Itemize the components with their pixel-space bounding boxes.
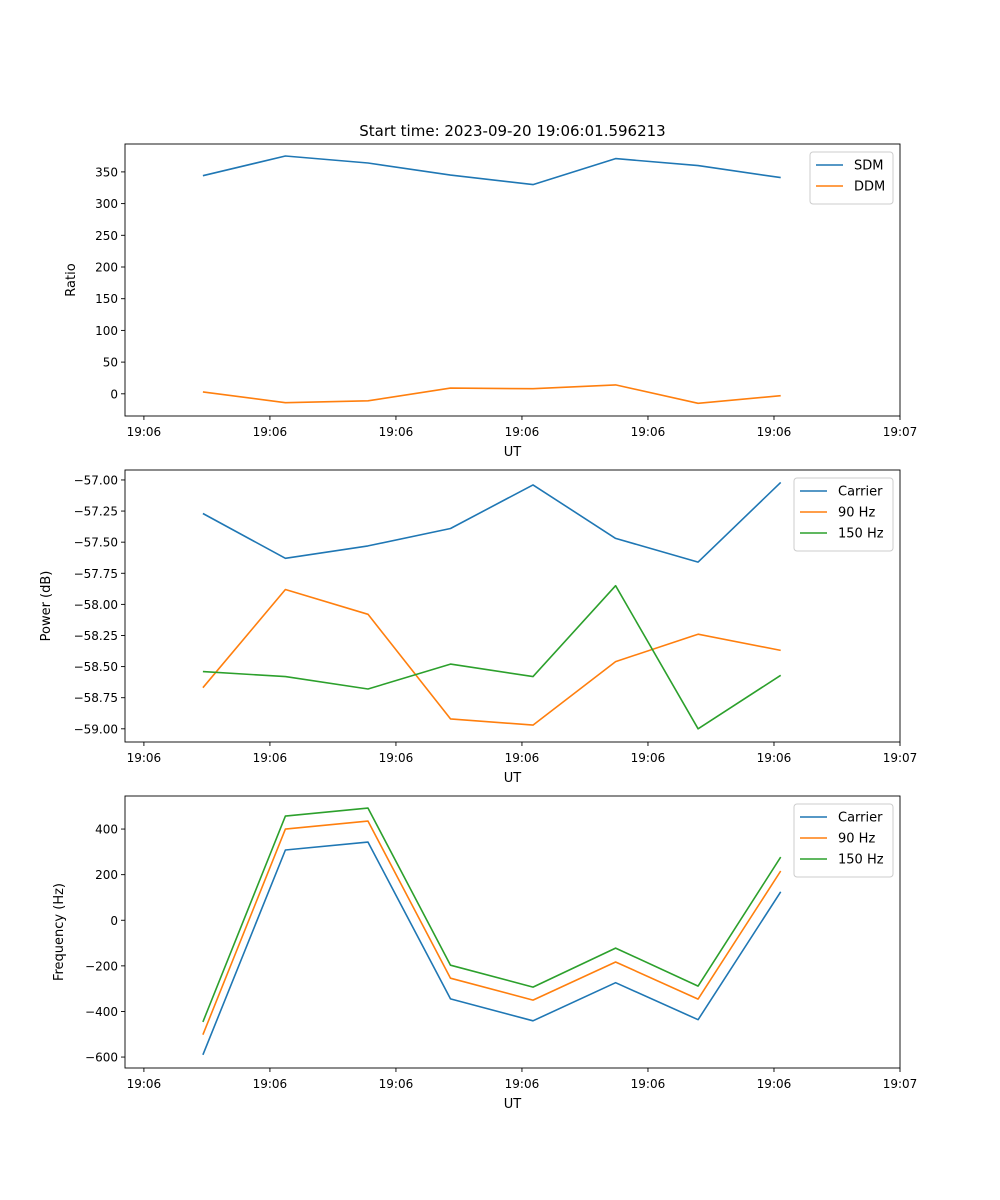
x-tick-label: 19:06 [757, 751, 792, 765]
x-tick-label: 19:06 [379, 425, 414, 439]
y-tick-label: −58.50 [74, 660, 118, 674]
series-line-carrier [202, 841, 782, 1056]
x-tick-label: 19:06 [505, 1077, 540, 1091]
series-line-90-hz [202, 588, 781, 726]
series-line-sdm [202, 155, 781, 186]
x-tick-label: 19:07 [883, 425, 918, 439]
y-tick-label: 300 [95, 197, 118, 211]
x-axis-label: UT [504, 771, 522, 786]
subplot-3: 19:06 19:06 19:06 19:06 19:06 19:06 19:07 −600 −… [52, 795, 918, 1112]
y-tick-label: 0 [110, 914, 118, 928]
x-tick-label: 19:06 [631, 425, 666, 439]
y-tick-label: −200 [85, 959, 118, 973]
x-tick-label: 19:06 [127, 751, 162, 765]
chart-title: Start time: 2023-09-20 19:06:01.596213 [359, 122, 665, 140]
series-line-ddm [202, 384, 781, 405]
x-tick-label: 19:06 [253, 751, 288, 765]
legend-label: Carrier [838, 811, 883, 826]
y-tick-label: −59.00 [74, 722, 118, 736]
legend-label: 90 Hz [838, 832, 875, 847]
x-tick-label: 19:06 [253, 425, 288, 439]
x-tick-label: 19:06 [127, 425, 162, 439]
x-tick-label: 19:06 [505, 425, 540, 439]
series-line-150-hz [202, 807, 782, 1023]
y-tick-label: −58.25 [74, 629, 118, 643]
x-tick-label: 19:06 [253, 1077, 288, 1091]
y-axis-label: Frequency (Hz) [52, 883, 67, 981]
y-tick-label: 400 [95, 823, 118, 837]
y-tick-label: 250 [95, 229, 118, 243]
y-tick-label: −400 [85, 1005, 118, 1019]
series-line-90-hz [202, 820, 782, 1035]
x-tick-label: 19:07 [883, 751, 918, 765]
legend-label: 150 Hz [838, 853, 884, 868]
series-line-carrier [202, 481, 782, 563]
x-axis-label: UT [504, 445, 522, 460]
subplot-2: 19:06 19:06 19:06 19:06 19:06 19:06 19:07 −59.0… [39, 469, 918, 786]
x-tick-label: 19:06 [757, 1077, 792, 1091]
y-tick-label: 150 [95, 292, 118, 306]
series-line-150-hz [202, 584, 782, 730]
y-tick-label: 50 [103, 356, 118, 370]
y-tick-label: −58.00 [74, 598, 118, 612]
x-tick-label: 19:06 [505, 751, 540, 765]
y-tick-label: −57.75 [74, 567, 118, 581]
legend: Carrier 90 Hz 150 Hz [793, 803, 894, 878]
y-tick-label: 100 [95, 324, 118, 338]
y-tick-label: −57.50 [74, 536, 118, 550]
y-axis-label: Power (dB) [39, 571, 54, 642]
legend-label: Carrier [838, 485, 883, 500]
axes-frame [124, 469, 901, 743]
legend-label: DDM [854, 180, 885, 195]
x-tick-label: 19:06 [127, 1077, 162, 1091]
x-tick-label: 19:06 [379, 751, 414, 765]
x-tick-label: 19:06 [631, 751, 666, 765]
legend: Carrier 90 Hz 150 Hz [793, 477, 894, 552]
subplot-1: Start time: 2023-09-20 19:06:01.596213 19… [64, 122, 917, 460]
x-tick-label: 19:07 [883, 1077, 918, 1091]
legend-label: 150 Hz [838, 527, 884, 542]
y-tick-label: −58.75 [74, 691, 118, 705]
y-axis-label: Ratio [64, 263, 79, 296]
y-tick-label: 0 [110, 387, 118, 401]
x-tick-label: 19:06 [379, 1077, 414, 1091]
x-tick-label: 19:06 [757, 425, 792, 439]
y-tick-label: −57.00 [74, 473, 118, 487]
legend-label: SDM [854, 159, 883, 174]
x-tick-label: 19:06 [631, 1077, 666, 1091]
y-tick-label: 200 [95, 868, 118, 882]
y-tick-label: 200 [95, 261, 118, 275]
axes-frame [124, 143, 901, 417]
x-axis-label: UT [504, 1097, 522, 1112]
axes-frame [124, 795, 901, 1069]
y-tick-label: −57.25 [74, 505, 118, 519]
y-tick-label: 350 [95, 165, 118, 179]
legend-label: 90 Hz [838, 506, 875, 521]
y-tick-label: −600 [85, 1051, 118, 1065]
legend: SDM DDM [809, 151, 894, 205]
